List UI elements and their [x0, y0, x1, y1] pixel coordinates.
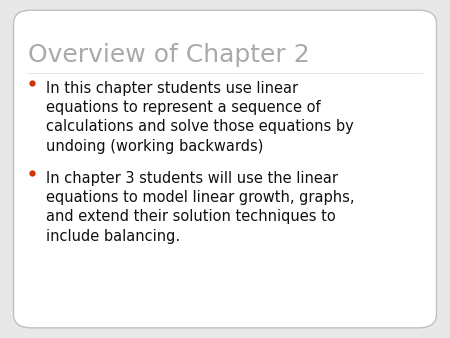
Text: Overview of Chapter 2: Overview of Chapter 2 — [28, 43, 310, 67]
Text: In chapter 3 students will use the linear
equations to model linear growth, grap: In chapter 3 students will use the linea… — [46, 171, 355, 244]
Text: In this chapter students use linear
equations to represent a sequence of
calcula: In this chapter students use linear equa… — [46, 81, 354, 153]
